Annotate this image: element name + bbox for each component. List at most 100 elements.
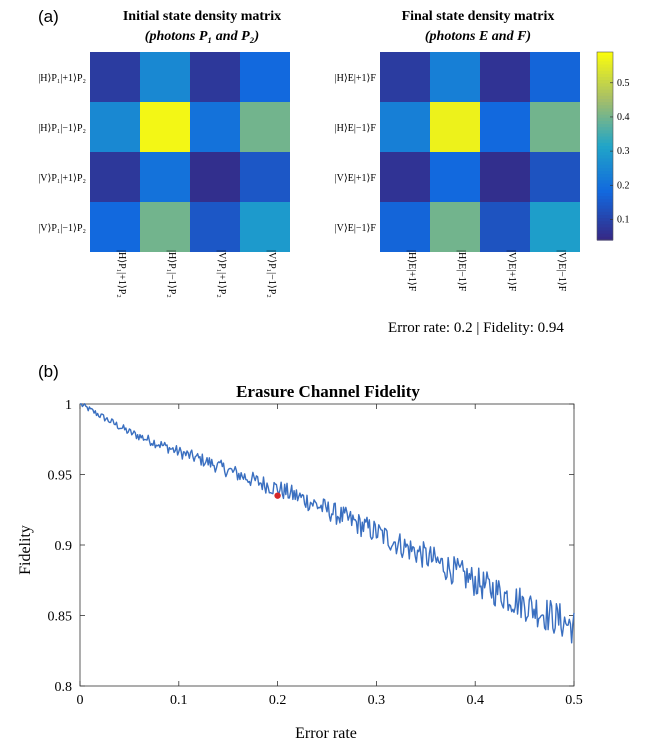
heatmap-cell [430,52,480,102]
heatmap-cell [240,102,290,152]
heatmap-col-label: |H⟩P₁|−1⟩P₂ [166,250,177,298]
colorbar-band [597,177,613,182]
heatmap-cell [380,102,430,152]
colorbar-band [597,124,613,128]
colorbar-band [597,127,613,131]
heatmap-row-label: |H⟩E|+1⟩F [335,73,377,84]
y-tick-label: 0.9 [55,539,73,554]
colorbar-band [597,92,613,97]
colorbar-band [597,233,613,238]
colorbar-band [597,224,613,229]
heatmap-cell [140,102,190,152]
heatmap-row-label: |H⟩P₁|−1⟩P₂ [38,123,86,134]
colorbar-band [597,158,613,163]
heatmap-cell [480,102,530,152]
colorbar-band [597,152,613,156]
colorbar-band [597,227,613,232]
colorbar-band [597,117,613,122]
heatmap-col-label: |H⟩E|−1⟩F [456,250,467,292]
heatmap-cell [140,52,190,102]
colorbar-band [597,167,613,172]
heatmap-final-title-line1: Final state density matrix [402,9,555,24]
colorbar-tick-label: 0.2 [617,180,630,191]
colorbar-band [597,120,613,125]
heatmap-col-label: |H⟩P₁|+1⟩P₂ [116,250,127,298]
heatmap-cell [90,52,140,102]
line-chart-title: Erasure Channel Fidelity [236,382,420,401]
colorbar-band [597,193,613,197]
colorbar-band [597,208,613,213]
plot-area-frame [79,403,575,687]
heatmap-row-label: |V⟩E|−1⟩F [335,223,377,234]
heatmap-col-label: |V⟩E|−1⟩F [556,250,567,292]
colorbar-band [597,174,613,178]
colorbar-band [597,149,613,153]
x-tick-label: 0.4 [466,693,484,708]
y-tick-label: 1 [65,398,72,413]
x-tick-label: 0 [77,693,84,708]
colorbar-band [597,70,613,75]
heatmap-row-label: |V⟩P₁|+1⟩P₂ [38,173,86,184]
heatmap-cell [240,52,290,102]
x-tick-label: 0.2 [269,693,287,708]
panel-b-label: (b) [38,362,59,381]
colorbar-band [597,211,613,216]
x-axis-label: Error rate [295,725,357,742]
x-tick-label: 0.1 [170,693,188,708]
colorbar-band [597,199,613,203]
colorbar-band [597,52,613,56]
y-axis-label: Fidelity [17,525,34,575]
colorbar-band [597,102,613,106]
heatmap-cell [90,202,140,252]
heatmap-cell [480,52,530,102]
colorbar-band [597,202,613,207]
colorbar-tick-label: 0.3 [617,146,630,157]
fidelity-annotation: Error rate: 0.2 | Fidelity: 0.94 [388,320,564,336]
x-tick-label: 0.3 [368,693,386,708]
colorbar-band [597,236,613,241]
heatmap-cell [190,52,240,102]
highlight-point [274,492,281,499]
colorbar-band [597,161,613,166]
colorbar-band [597,95,613,100]
colorbar-band [597,205,613,210]
heatmap-cell [430,102,480,152]
colorbar-band [597,77,613,81]
colorbar-band [597,64,613,69]
colorbar-band [597,114,613,119]
colorbar-band [597,108,613,113]
heatmap-cell [240,202,290,252]
heatmap-cell [530,202,580,252]
heatmap-cell [190,102,240,152]
heatmap-final-title-line2: (photons E and F) [425,29,531,44]
heatmap-cell [190,202,240,252]
x-tick-label: 0.5 [565,693,583,708]
colorbar-band [597,99,613,103]
colorbar-band [597,111,613,116]
colorbar-band [597,214,613,219]
colorbar-band [597,58,613,62]
fidelity-series-line [79,403,575,644]
heatmap-cell [530,52,580,102]
heatmap-cell [90,102,140,152]
heatmap-final-state: Final state density matrix (photons E an… [335,9,580,336]
colorbar-tick-label: 0.1 [617,214,630,225]
heatmap-cell [530,102,580,152]
panel-a-label: (a) [38,7,59,26]
heatmap-cell [140,202,190,252]
heatmap-row-label: |H⟩P₁|+1⟩P₂ [38,73,86,84]
colorbar-band [597,180,613,185]
heatmap-col-label: |V⟩P₁|−1⟩P₂ [266,250,277,298]
heatmap-cell [430,152,480,202]
colorbar-band [597,61,613,66]
colorbar-band [597,86,613,91]
heatmap-col-label: |V⟩E|+1⟩F [506,250,517,292]
colorbar-frame [596,51,614,241]
heatmap-col-label: |H⟩E|+1⟩F [406,250,417,292]
heatmap-col-label: |V⟩P₁|+1⟩P₂ [216,250,227,298]
y-tick-label: 0.95 [48,469,73,484]
heatmap-initial-title-line1: Initial state density matrix [123,9,281,24]
colorbar: 0.1 0.2 0.3 0.4 0.5 [596,51,630,241]
colorbar-band [597,139,613,144]
heatmap-cell [380,202,430,252]
